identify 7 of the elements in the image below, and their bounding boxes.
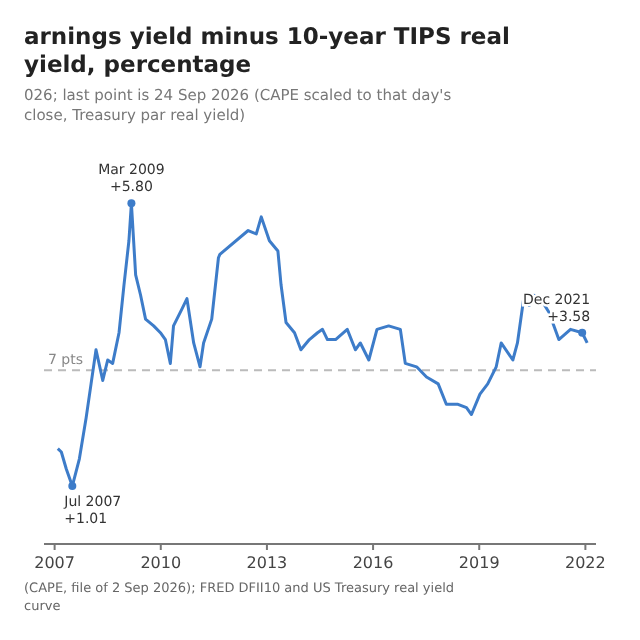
x-tick-label: 2007 [34, 554, 75, 572]
chart-title: arnings yield minus 10-year TIPS real yield, percentage [24, 22, 510, 78]
x-tick-label: 2022 [565, 554, 606, 572]
x-tick-label: 2013 [246, 554, 288, 572]
x-tick-label: 2016 [352, 554, 394, 572]
x-tick-label: 2010 [140, 554, 182, 572]
x-tick-label: 2019 [458, 554, 500, 572]
